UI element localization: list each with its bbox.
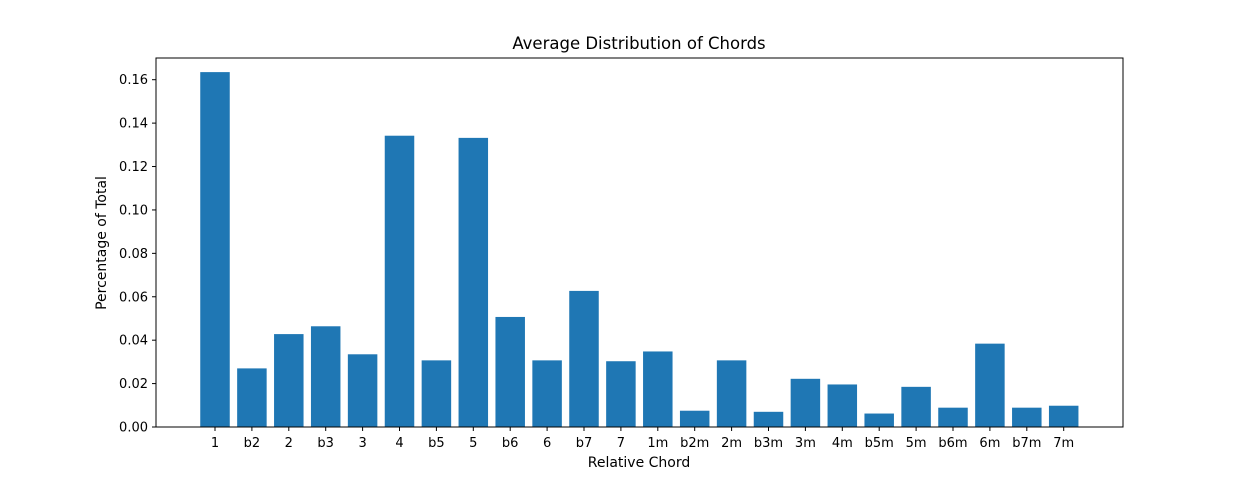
bar-2m <box>716 360 747 427</box>
x-tick-label: 7m <box>1053 436 1074 451</box>
bar-6 <box>532 360 562 427</box>
y-tick-label: 0.08 <box>119 247 148 262</box>
y-tick-label: 0.02 <box>119 377 148 392</box>
bar-6m <box>975 343 1005 427</box>
x-tick-label: 5m <box>906 436 927 451</box>
bar-1 <box>200 72 230 428</box>
y-tick-label: 0.10 <box>119 203 148 218</box>
x-tick-label: b2m <box>680 436 709 451</box>
plot-frame <box>155 57 1124 428</box>
bar-4m <box>827 384 858 427</box>
bar-b2 <box>237 368 267 427</box>
x-tick-label: 2 <box>285 436 293 451</box>
x-tick-label: 2m <box>721 436 742 451</box>
x-tick-label: b6m <box>938 436 967 451</box>
y-tick-label: 0.00 <box>119 421 148 436</box>
x-tick-label: 3 <box>358 436 366 451</box>
bar-2 <box>274 334 304 427</box>
chart-title: Average Distribution of Chords <box>512 34 765 53</box>
x-tick-label: b3m <box>754 436 783 451</box>
x-tick-label: b7 <box>576 436 593 451</box>
x-tick-label: b7m <box>1012 436 1041 451</box>
bar-b5 <box>421 360 452 427</box>
bar-3m <box>790 378 821 427</box>
bar-b3m <box>753 411 784 427</box>
x-tick-label: 7 <box>617 436 625 451</box>
bar-3 <box>347 354 378 427</box>
bar-b7m <box>1012 407 1042 427</box>
y-axis-label: Percentage of Total <box>94 176 110 310</box>
bar-b6 <box>495 316 525 427</box>
bar-b7 <box>569 290 599 427</box>
bar-5 <box>458 137 489 427</box>
x-tick-label: 6 <box>543 436 551 451</box>
x-tick-label: b2 <box>244 436 261 451</box>
y-tick-label: 0.06 <box>119 290 148 305</box>
x-tick-label: 1m <box>647 436 668 451</box>
bar-7m <box>1048 405 1079 427</box>
y-tick-label: 0.16 <box>119 73 148 88</box>
bar-b3 <box>310 326 341 427</box>
bar-b5m <box>864 413 894 427</box>
bar-4 <box>384 135 415 427</box>
x-tick-label: 4 <box>395 436 403 451</box>
bars-group <box>200 72 1079 428</box>
x-tick-label: 1 <box>211 436 219 451</box>
x-axis-label: Relative Chord <box>588 455 691 471</box>
x-tick-label: b5 <box>428 436 445 451</box>
x-tick-label: 5 <box>469 436 477 451</box>
x-tick-label: 6m <box>979 436 1000 451</box>
y-tick-label: 0.12 <box>119 160 148 175</box>
x-tick-label: b3 <box>317 436 334 451</box>
x-tick-label: 4m <box>832 436 853 451</box>
bar-b2m <box>679 410 710 427</box>
y-tick-label: 0.04 <box>119 334 148 349</box>
x-tick-label: b6 <box>502 436 519 451</box>
bar-1m <box>643 351 673 427</box>
x-tick-label: 3m <box>795 436 816 451</box>
y-axis-ticks: 0.00 0.02 0.04 0.06 0.08 0.10 0.12 0.14 0.16 <box>119 73 156 436</box>
x-tick-label: b5m <box>865 436 894 451</box>
bar-7 <box>606 361 636 427</box>
bar-5m <box>901 386 931 427</box>
x-axis-ticks: 1 b2 2 b3 3 4 b5 5 b6 6 b7 7 1m b2m 2m b3m 3m 4m b5m 5m b6m 6… <box>211 427 1074 451</box>
y-tick-label: 0.14 <box>119 117 148 132</box>
bar-b6m <box>938 407 968 427</box>
